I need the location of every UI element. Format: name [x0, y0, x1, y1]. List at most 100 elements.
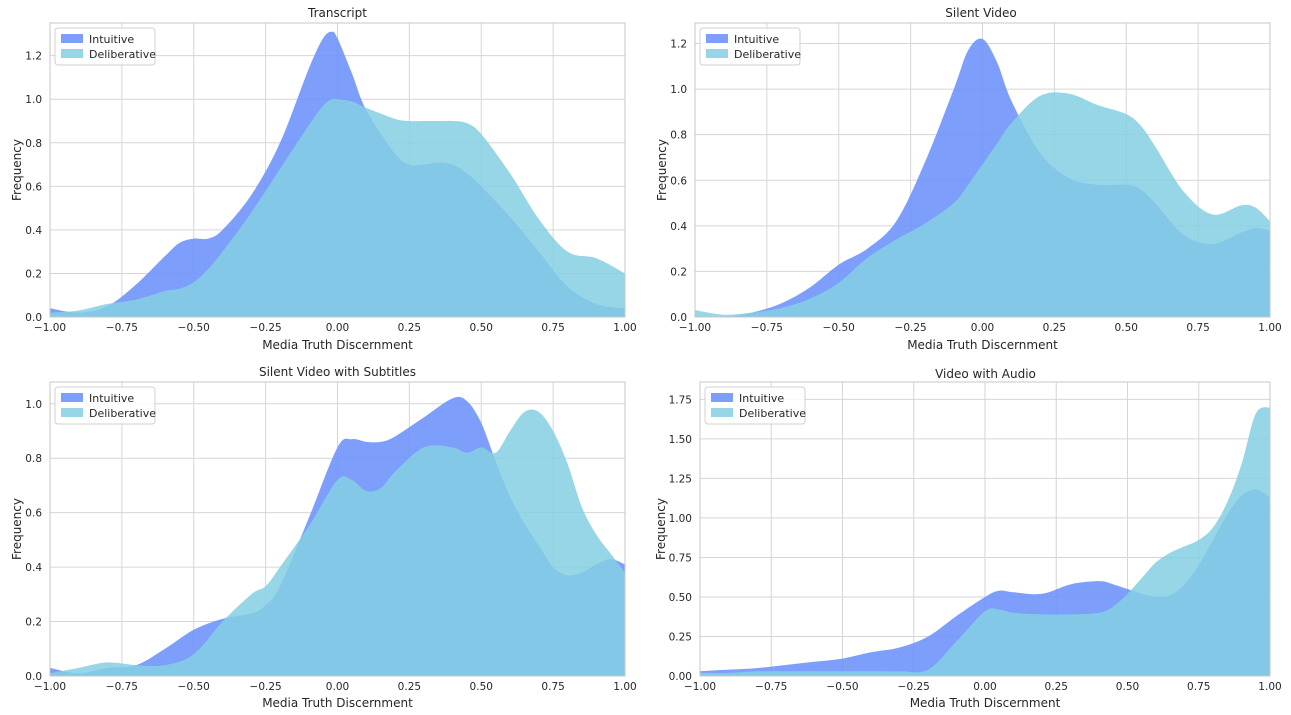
- x-tick-label: −0.75: [755, 681, 787, 693]
- x-tick-label: −0.25: [250, 322, 282, 334]
- legend: Intuitive Deliberative: [54, 386, 156, 425]
- panel-title: Video with Audio: [935, 367, 1036, 381]
- legend-label-intuitive: Intuitive: [89, 392, 134, 405]
- legend-swatch-intuitive: [61, 393, 83, 402]
- x-tick-label: 0.25: [1043, 322, 1066, 334]
- x-tick-label: 0.75: [541, 681, 564, 693]
- y-axis-label: Frequency: [10, 139, 24, 201]
- y-tick-label: 0.0: [670, 312, 687, 324]
- y-axis-label: Frequency: [10, 498, 24, 560]
- x-tick-label: 0.75: [1186, 322, 1209, 334]
- legend-label-deliberative: Deliberative: [739, 407, 806, 420]
- x-tick-label: 0.25: [398, 681, 421, 693]
- x-tick-labels: −1.00 −0.75 −0.50 −0.25 0.00 0.25 0.50 0.75 1.00: [684, 681, 1282, 693]
- legend-label-intuitive: Intuitive: [89, 33, 134, 46]
- y-tick-label: 0.75: [669, 552, 692, 564]
- y-tick-label: 0.50: [669, 592, 692, 604]
- panel-title: Transcript: [307, 6, 367, 20]
- x-tick-label: −0.50: [178, 681, 210, 693]
- legend-swatch-deliberative: [61, 49, 83, 58]
- x-tick-labels: −1.00 −0.75 −0.50 −0.25 0.00 0.25 0.50 0.75 1.00: [679, 322, 1282, 334]
- x-tick-label: 0.50: [1116, 681, 1139, 693]
- y-tick-label: 0.00: [669, 671, 692, 683]
- y-tick-label: 1.00: [669, 513, 692, 525]
- legend-swatch-deliberative: [706, 49, 728, 58]
- x-tick-label: 1.00: [1258, 322, 1281, 334]
- y-tick-label: 1.25: [669, 473, 692, 485]
- x-tick-label: −1.00: [684, 681, 716, 693]
- y-tick-label: 1.0: [25, 399, 42, 411]
- plot-frame: [694, 22, 1271, 318]
- x-tick-label: 0.00: [973, 681, 996, 693]
- x-axis-label: Media Truth Discernment: [262, 338, 413, 352]
- plot-frame: [49, 381, 626, 677]
- x-tick-label: −0.50: [826, 681, 858, 693]
- legend-swatch-intuitive: [711, 393, 733, 402]
- x-tick-label: −0.25: [898, 681, 930, 693]
- y-tick-labels: 0.0 0.2 0.4 0.6 0.8 1.0 1.2: [670, 39, 687, 324]
- y-tick-label: 0.0: [25, 671, 42, 683]
- legend-swatch-deliberative: [711, 408, 733, 417]
- x-tick-label: −0.25: [895, 322, 927, 334]
- y-tick-label: 1.2: [670, 39, 687, 51]
- area-deliberative: [700, 407, 1270, 676]
- y-tick-label: 0.6: [670, 175, 687, 187]
- panel-silent-video: Silent Video −1.00 −0.75 −0.50 −0.25 0.00 0.2…: [655, 6, 1282, 352]
- x-tick-label: 0.00: [326, 681, 349, 693]
- plot-frame: [49, 22, 626, 318]
- x-tick-label: 1.00: [613, 322, 636, 334]
- y-tick-label: 0.0: [25, 312, 42, 324]
- x-tick-label: 0.50: [470, 322, 493, 334]
- x-tick-label: −0.50: [823, 322, 855, 334]
- x-tick-label: −0.75: [106, 681, 138, 693]
- x-tick-label: 1.00: [1258, 681, 1281, 693]
- y-tick-label: 0.4: [25, 225, 42, 237]
- x-axis-label: Media Truth Discernment: [262, 696, 413, 710]
- legend-label-deliberative: Deliberative: [89, 48, 156, 61]
- legend: Intuitive Deliberative: [699, 27, 801, 66]
- y-tick-label: 0.2: [25, 617, 42, 629]
- x-tick-label: 0.00: [971, 322, 994, 334]
- x-tick-labels: −1.00 −0.75 −0.50 −0.25 0.00 0.25 0.50 0.75 1.00: [34, 322, 637, 334]
- y-tick-label: 0.6: [25, 181, 42, 193]
- x-tick-label: −1.00: [34, 681, 66, 693]
- panel-transcript: Transcript −1.00 −0.75 −0.50 −0.25 0.00 0.25 0…: [10, 6, 637, 352]
- x-tick-label: 0.50: [470, 681, 493, 693]
- areas: [700, 407, 1270, 676]
- area-deliberative: [695, 92, 1270, 317]
- panel-title: Silent Video: [945, 6, 1016, 20]
- panel-video-with-audio: Video with Audio −1.00 −0.75 −0.50 −0.25 0.0…: [654, 367, 1282, 710]
- y-tick-labels: 0.0 0.2 0.4 0.6 0.8 1.0 1.2: [25, 51, 42, 324]
- legend-swatch-deliberative: [61, 408, 83, 417]
- y-axis-label: Frequency: [655, 139, 669, 201]
- areas: [695, 38, 1270, 318]
- x-tick-label: 0.25: [398, 322, 421, 334]
- y-tick-labels: 0.0 0.2 0.4 0.6 0.8 1.0: [25, 399, 42, 683]
- legend-swatch-intuitive: [61, 34, 83, 43]
- y-tick-label: 1.50: [669, 434, 692, 446]
- area-deliberative: [50, 409, 625, 676]
- x-tick-label: −1.00: [679, 322, 711, 334]
- x-axis-label: Media Truth Discernment: [907, 338, 1058, 352]
- x-tick-label: −0.50: [178, 322, 210, 334]
- x-tick-label: 1.00: [613, 681, 636, 693]
- areas: [50, 31, 625, 317]
- y-tick-label: 0.8: [25, 138, 42, 150]
- x-tick-label: −1.00: [34, 322, 66, 334]
- x-tick-label: 0.50: [1115, 322, 1138, 334]
- legend: Intuitive Deliberative: [704, 386, 806, 425]
- y-tick-label: 1.0: [670, 84, 687, 96]
- x-axis-label: Media Truth Discernment: [910, 696, 1061, 710]
- legend-label-deliberative: Deliberative: [89, 407, 156, 420]
- legend-label-intuitive: Intuitive: [739, 392, 784, 405]
- x-tick-label: −0.75: [751, 322, 783, 334]
- y-tick-label: 0.8: [670, 130, 687, 142]
- y-tick-label: 1.2: [25, 51, 42, 63]
- x-tick-label: 0.75: [1187, 681, 1210, 693]
- legend-label-intuitive: Intuitive: [734, 33, 779, 46]
- y-tick-label: 0.2: [670, 266, 687, 278]
- legend-swatch-intuitive: [706, 34, 728, 43]
- y-tick-label: 0.6: [25, 508, 42, 520]
- y-tick-labels: 0.00 0.25 0.50 0.75 1.00 1.25 1.50 1.75: [669, 394, 692, 683]
